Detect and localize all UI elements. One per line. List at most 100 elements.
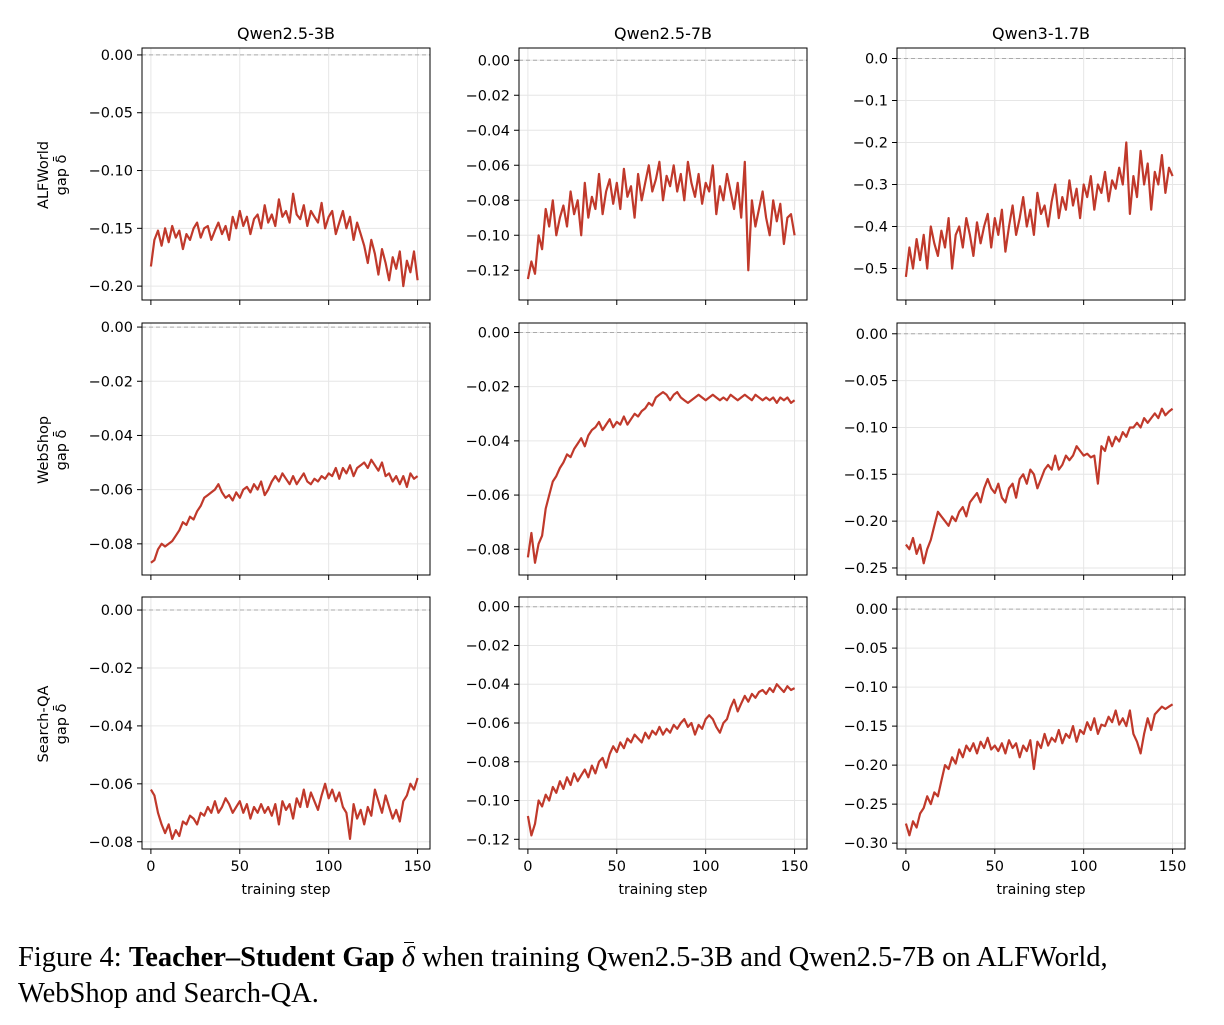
axes-frame [896, 47, 1186, 301]
y-tick-label: −0.4 [853, 220, 888, 236]
xlabel-col-1: training step [242, 882, 331, 898]
x-tick-label: 100 [692, 859, 720, 875]
y-tick-label: −0.08 [89, 835, 133, 851]
y-tick-label: −0.15 [89, 221, 133, 237]
axes-frame [896, 322, 1186, 576]
xlabel-col-2: training step [619, 882, 708, 898]
figure-caption: Figure 4: Teacher–Student Gap δ when tra… [18, 940, 1208, 1012]
caption-prefix: Figure 4: [18, 942, 122, 973]
y-tick-label: −0.15 [844, 467, 888, 483]
y-tick-label: −0.02 [89, 661, 133, 677]
y-tick-label: −0.05 [844, 641, 888, 657]
row-labels: ALFWorld gap δ̄ WebShop gap δ̄ Search-QA ga… [36, 141, 70, 762]
row-label-alfworld: ALFWorld gap δ̄ [36, 141, 70, 209]
x-tick-label: 100 [315, 859, 343, 875]
y-tick-label: −0.10 [466, 794, 510, 810]
y-tick-label: −0.04 [89, 719, 133, 735]
x-axis-labels: training step training step training ste… [242, 882, 1086, 898]
gap-series-line [149, 777, 419, 841]
y-tick-label: −0.04 [466, 677, 510, 693]
gap-series-line [150, 458, 419, 564]
axes-frame [518, 47, 808, 301]
y-tick-label: −0.08 [466, 755, 510, 771]
y-tick-label: −0.20 [844, 514, 888, 530]
y-tick-label: 0.0 [865, 52, 888, 68]
x-tick-label: 0 [901, 859, 910, 875]
panel-alfworld-qwen2.5-3b: 0.00 −0.05 −0.10 −0.15 −0.20 [89, 47, 431, 305]
caption-line1-rest: when training Qwen2.5-3B and Qwen2.5-7B … [422, 942, 1108, 973]
gap-series-line [904, 703, 1174, 837]
y-tick-label: 0.00 [478, 53, 510, 69]
y-tick-label: −0.06 [466, 158, 510, 174]
axes-frame [141, 47, 431, 301]
y-tick-label: −0.10 [466, 228, 510, 244]
row-label-webshop: WebShop gap δ̄ [36, 416, 70, 484]
y-tick-label: −0.06 [466, 716, 510, 732]
gap-series-line [526, 391, 796, 564]
y-tick-label: −0.02 [466, 88, 510, 104]
col-title-qwen2.5-7b: Qwen2.5-7B [614, 24, 712, 43]
panel-search-qa-qwen2.5-7b: 0.00 −0.02 −0.04 −0.06 −0.08 −0.10 −0.12 0 50 100… [466, 596, 808, 875]
column-titles: Qwen2.5-3B Qwen2.5-7B Qwen3-1.7B [237, 24, 1090, 43]
gap-series-line [526, 683, 796, 837]
y-tick-label: −0.08 [466, 542, 510, 558]
xlabel-col-3: training step [997, 882, 1086, 898]
x-tick-label: 100 [1070, 859, 1098, 875]
x-tick-label: 0 [146, 859, 155, 875]
panel-alfworld-qwen3-1.7b: 0.0 −0.1 −0.2 −0.3 −0.4 −0.5 [853, 47, 1186, 305]
y-tick-label: 0.00 [101, 48, 133, 64]
gap-series-line [526, 160, 796, 280]
y-tick-label: −0.20 [844, 758, 888, 774]
col-title-qwen2.5-3b: Qwen2.5-3B [237, 24, 335, 43]
y-tick-label: −0.30 [844, 836, 888, 852]
x-tick-label: 0 [523, 859, 532, 875]
axes-frame [141, 596, 431, 850]
y-tick-label: −0.12 [466, 263, 510, 279]
y-tick-label: −0.20 [89, 279, 133, 295]
y-tick-label: −0.10 [844, 420, 888, 436]
chart-panels: 0.00−0.05−0.10−0.15−0.200.00−0.02−0.04−0… [89, 47, 1186, 875]
y-tick-label: −0.06 [89, 483, 133, 499]
x-tick-label: 50 [231, 859, 249, 875]
panel-search-qa-qwen2.5-3b: 0.00 −0.02 −0.04 −0.06 −0.08 0 50 100 150 [89, 596, 432, 875]
caption-symbol: δ [402, 940, 415, 976]
y-tick-label: −0.05 [89, 106, 133, 122]
y-tick-label: −0.25 [844, 561, 888, 577]
gap-series-line [149, 192, 419, 288]
x-tick-label: 50 [608, 859, 626, 875]
axes-frame [896, 596, 1186, 850]
y-tick-label: −0.06 [466, 488, 510, 504]
y-tick-label: −0.15 [844, 719, 888, 735]
axes-frame [518, 322, 808, 576]
y-tick-label: −0.10 [844, 680, 888, 696]
y-tick-label: −0.12 [466, 832, 510, 848]
y-tick-label: −0.2 [853, 136, 888, 152]
caption-line2: WebShop and Search-QA. [18, 978, 319, 1009]
gap-series-line [905, 407, 1174, 565]
gap-series-line [904, 141, 1174, 278]
row-label-search-qa: Search-QA gap δ̄ [36, 685, 70, 762]
y-tick-label: −0.06 [89, 777, 133, 793]
y-tick-label: −0.04 [466, 434, 510, 450]
y-tick-label: −0.10 [89, 164, 133, 180]
panel-webshop-qwen2.5-7b: 0.00 −0.02 −0.04 −0.06 −0.08 [466, 322, 808, 580]
y-tick-label: −0.5 [853, 262, 888, 278]
y-tick-label: −0.02 [466, 380, 510, 396]
panel-webshop-qwen3-1.7b: 0.00 −0.05 −0.10 −0.15 −0.20 −0.25 [844, 322, 1186, 580]
y-tick-label: 0.00 [478, 325, 510, 341]
y-tick-label: −0.04 [89, 428, 133, 444]
y-tick-label: 0.00 [101, 320, 133, 336]
y-tick-label: 0.00 [856, 602, 888, 618]
y-tick-label: 0.00 [478, 600, 510, 616]
panel-webshop-qwen2.5-3b: 0.00 −0.02 −0.04 −0.06 −0.08 [89, 320, 431, 580]
caption-bold: Teacher–Student Gap [128, 942, 395, 973]
y-tick-label: −0.25 [844, 797, 888, 813]
y-tick-label: −0.02 [89, 374, 133, 390]
col-title-qwen3-1.7b: Qwen3-1.7B [992, 24, 1090, 43]
x-tick-label: 50 [986, 859, 1004, 875]
y-tick-label: 0.00 [856, 327, 888, 343]
x-tick-label: 150 [404, 859, 432, 875]
y-tick-label: 0.00 [101, 603, 133, 619]
panel-alfworld-qwen2.5-7b: 0.00 −0.02 −0.04 −0.06 −0.08 −0.10 −0.12 [466, 47, 808, 305]
y-tick-label: −0.08 [89, 537, 133, 553]
